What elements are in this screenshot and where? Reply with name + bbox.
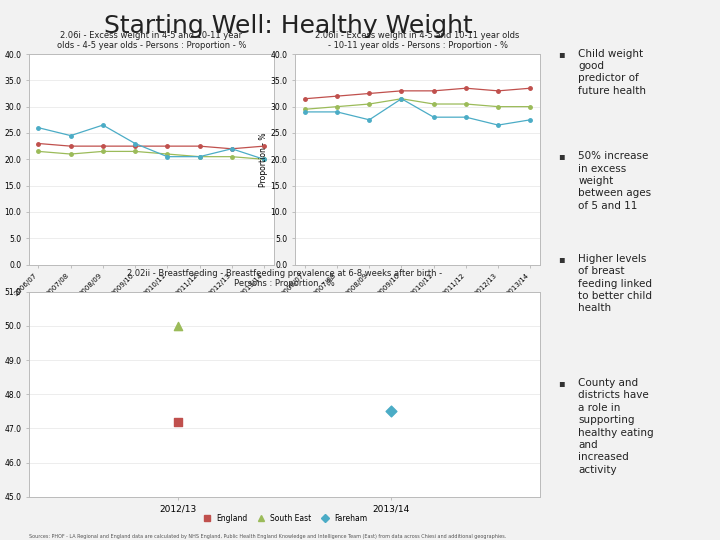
Legend: England, South East, Fareham: England, South East, Fareham [198,511,371,526]
Point [385,407,397,416]
Legend: England, South East, Fareham: England, South East, Fareham [65,305,238,316]
Point [172,321,184,330]
Title: 2.02ii - Breastfeeding - Breastfeeding prevalence at 6-8 weeks after birth -
Per: 2.02ii - Breastfeeding - Breastfeeding p… [127,268,442,288]
Text: ▪: ▪ [558,254,564,264]
Text: Child weight
good
predictor of
future health: Child weight good predictor of future he… [578,49,646,96]
Y-axis label: Proportion - %: Proportion - % [258,132,268,186]
Text: ▪: ▪ [558,49,564,59]
Legend: England, South East, Fareham: England, South East, Fareham [331,305,504,316]
Text: Sources: PHOF - LA Regional and England data are calculated by NHS England, Publ: Sources: PHOF - LA Regional and England … [29,534,506,539]
Text: County and
districts have
a role in
supporting
healthy eating
and
increased
acti: County and districts have a role in supp… [578,378,654,475]
Point [172,417,184,426]
Text: Source: PHOF - Health and Social Care Information Centre, National Child Measure: Source: PHOF - Health and Social Care In… [295,328,540,333]
Title: 2.06i - Excess weight in 4-5 and 10-11 year
olds - 4-5 year olds - Persons : Pro: 2.06i - Excess weight in 4-5 and 10-11 y… [56,31,246,50]
Title: 2.06ii - Excess weight in 4-5 and 10-11 year olds
- 10-11 year olds - Persons : : 2.06ii - Excess weight in 4-5 and 10-11 … [315,31,520,50]
Text: Source: PHOF - Health and Social Care Information Centre, National Child Measure: Source: PHOF - Health and Social Care In… [29,328,274,333]
Text: ▪: ▪ [558,378,564,388]
Y-axis label: Proportion - %: Proportion - % [0,367,1,421]
Text: Starting Well: Healthy Weight: Starting Well: Healthy Weight [104,14,472,37]
Text: 50% increase
in excess
weight
between ages
of 5 and 11: 50% increase in excess weight between ag… [578,151,652,211]
Y-axis label: Proportion - %: Proportion - % [0,132,1,186]
Text: ▪: ▪ [558,151,564,161]
Text: Higher levels
of breast
feeding linked
to better child
health: Higher levels of breast feeding linked t… [578,254,652,313]
